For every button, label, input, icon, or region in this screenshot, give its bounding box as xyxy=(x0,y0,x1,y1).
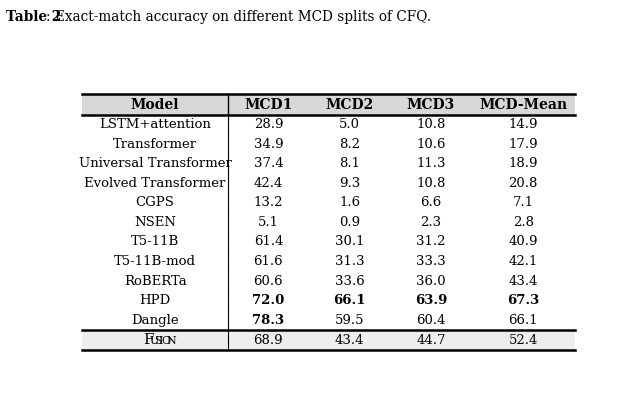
Text: O: O xyxy=(161,336,170,346)
Text: 42.4: 42.4 xyxy=(253,177,283,190)
Text: Universal Transformer: Universal Transformer xyxy=(79,157,232,170)
Text: 0.9: 0.9 xyxy=(339,216,360,229)
Text: 68.9: 68.9 xyxy=(253,334,284,347)
Text: 66.1: 66.1 xyxy=(333,294,366,307)
Text: 28.9: 28.9 xyxy=(253,118,283,131)
Bar xyxy=(83,94,575,115)
Text: 31.3: 31.3 xyxy=(335,255,365,268)
Text: N: N xyxy=(166,336,176,346)
Text: 20.8: 20.8 xyxy=(509,177,538,190)
Text: Evolved Transformer: Evolved Transformer xyxy=(84,177,226,190)
Text: 61.6: 61.6 xyxy=(253,255,284,268)
Text: F: F xyxy=(143,333,154,347)
Text: 2.3: 2.3 xyxy=(420,216,442,229)
Text: 40.9: 40.9 xyxy=(509,235,538,248)
Text: 2.8: 2.8 xyxy=(513,216,534,229)
Text: Table 2: Table 2 xyxy=(6,10,61,24)
Text: HPD: HPD xyxy=(140,294,171,307)
Text: 10.8: 10.8 xyxy=(416,118,445,131)
Text: MCD2: MCD2 xyxy=(326,98,374,112)
Text: 60.4: 60.4 xyxy=(416,314,445,327)
Text: 72.0: 72.0 xyxy=(252,294,285,307)
Text: 17.9: 17.9 xyxy=(509,138,538,151)
Text: NSEN: NSEN xyxy=(134,216,176,229)
Text: 9.3: 9.3 xyxy=(339,177,360,190)
Text: 43.4: 43.4 xyxy=(509,275,538,288)
Text: T5-11B: T5-11B xyxy=(131,235,179,248)
Text: 67.3: 67.3 xyxy=(507,294,540,307)
Text: 18.9: 18.9 xyxy=(509,157,538,170)
Text: 11.3: 11.3 xyxy=(416,157,445,170)
Text: 10.8: 10.8 xyxy=(416,177,445,190)
Text: 5.1: 5.1 xyxy=(258,216,279,229)
Text: 7.1: 7.1 xyxy=(513,196,534,209)
Text: 78.3: 78.3 xyxy=(252,314,284,327)
Text: 8.2: 8.2 xyxy=(339,138,360,151)
Text: RoBERTa: RoBERTa xyxy=(124,275,186,288)
Text: 59.5: 59.5 xyxy=(335,314,364,327)
Text: Model: Model xyxy=(131,98,179,112)
Text: 37.4: 37.4 xyxy=(253,157,284,170)
Text: 8.1: 8.1 xyxy=(339,157,360,170)
Text: 43.4: 43.4 xyxy=(335,334,364,347)
Text: Dangle: Dangle xyxy=(131,314,179,327)
Text: MCD-Mean: MCD-Mean xyxy=(479,98,567,112)
Text: I: I xyxy=(158,336,163,346)
Text: MCD3: MCD3 xyxy=(407,98,455,112)
Text: 14.9: 14.9 xyxy=(509,118,538,131)
Bar xyxy=(83,330,575,350)
Text: 6.6: 6.6 xyxy=(420,196,442,209)
Text: 31.2: 31.2 xyxy=(416,235,445,248)
Text: 10.6: 10.6 xyxy=(416,138,445,151)
Text: 60.6: 60.6 xyxy=(253,275,284,288)
Text: LSTM+attention: LSTM+attention xyxy=(99,118,211,131)
Text: 63.9: 63.9 xyxy=(415,294,447,307)
Text: 61.4: 61.4 xyxy=(253,235,283,248)
Text: 30.1: 30.1 xyxy=(335,235,364,248)
Text: CGPS: CGPS xyxy=(136,196,175,209)
Text: 44.7: 44.7 xyxy=(416,334,445,347)
Text: 1.6: 1.6 xyxy=(339,196,360,209)
Text: 33.6: 33.6 xyxy=(335,275,365,288)
Text: 52.4: 52.4 xyxy=(509,334,538,347)
Text: 33.3: 33.3 xyxy=(416,255,446,268)
Text: 34.9: 34.9 xyxy=(253,138,284,151)
Text: Transformer: Transformer xyxy=(113,138,197,151)
Text: : Exact-match accuracy on different MCD splits of CFQ.: : Exact-match accuracy on different MCD … xyxy=(46,10,431,24)
Text: 66.1: 66.1 xyxy=(509,314,538,327)
Text: 5.0: 5.0 xyxy=(339,118,360,131)
Text: 42.1: 42.1 xyxy=(509,255,538,268)
Text: S: S xyxy=(154,336,161,346)
Text: T5-11B-mod: T5-11B-mod xyxy=(114,255,196,268)
Text: 13.2: 13.2 xyxy=(253,196,283,209)
Text: U: U xyxy=(149,336,159,346)
Text: MCD1: MCD1 xyxy=(244,98,292,112)
Text: 36.0: 36.0 xyxy=(416,275,445,288)
